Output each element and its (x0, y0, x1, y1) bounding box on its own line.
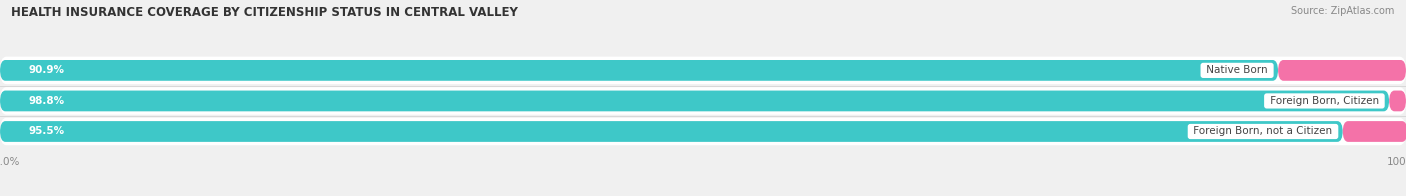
FancyBboxPatch shape (1389, 91, 1406, 111)
Text: 90.9%: 90.9% (28, 65, 65, 75)
FancyBboxPatch shape (0, 60, 1278, 81)
FancyBboxPatch shape (1343, 121, 1406, 142)
Text: Foreign Born, not a Citizen: Foreign Born, not a Citizen (1191, 126, 1336, 136)
Text: 98.8%: 98.8% (28, 96, 65, 106)
FancyBboxPatch shape (0, 121, 1343, 142)
Text: Foreign Born, Citizen: Foreign Born, Citizen (1267, 96, 1382, 106)
FancyBboxPatch shape (0, 118, 1406, 145)
Text: HEALTH INSURANCE COVERAGE BY CITIZENSHIP STATUS IN CENTRAL VALLEY: HEALTH INSURANCE COVERAGE BY CITIZENSHIP… (11, 6, 519, 19)
Text: 95.5%: 95.5% (28, 126, 65, 136)
FancyBboxPatch shape (0, 57, 1406, 84)
Text: Native Born: Native Born (1204, 65, 1271, 75)
FancyBboxPatch shape (1278, 60, 1406, 81)
Text: Source: ZipAtlas.com: Source: ZipAtlas.com (1291, 6, 1395, 16)
FancyBboxPatch shape (0, 87, 1406, 115)
FancyBboxPatch shape (0, 91, 1389, 111)
